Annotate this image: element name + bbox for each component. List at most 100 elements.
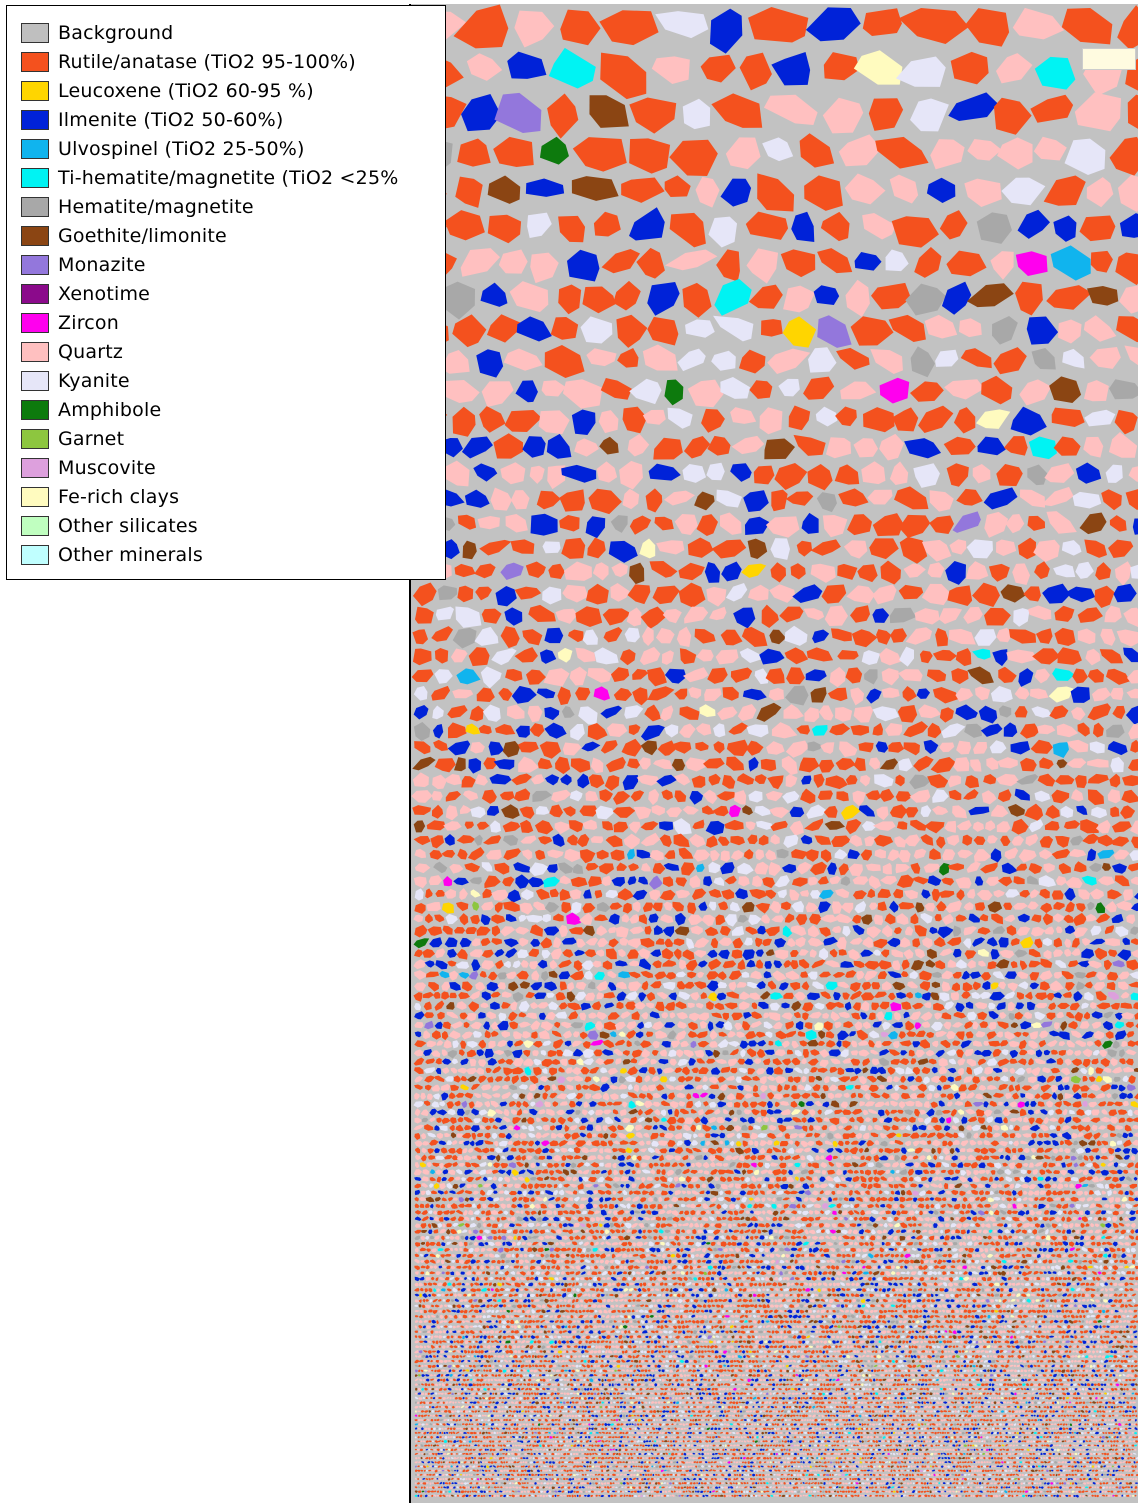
mineral-grain	[986, 1001, 996, 1011]
mineral-grain	[758, 756, 778, 773]
mineral-grain	[1012, 875, 1027, 887]
mineral-grain	[698, 1020, 708, 1030]
mineral-grain	[898, 646, 916, 668]
mineral-grain	[826, 862, 838, 877]
mineral-grain	[742, 936, 754, 948]
mineral-grain	[971, 935, 986, 947]
mineral-grain	[1029, 1030, 1039, 1040]
mineral-grain	[718, 1031, 728, 1038]
mineral-grain	[896, 847, 913, 865]
mineral-grain	[656, 1067, 664, 1075]
mineral-grain	[584, 949, 596, 958]
mineral-grain	[762, 877, 775, 888]
mineral-grain	[426, 819, 446, 831]
mineral-grain	[582, 818, 599, 830]
mineral-grain	[832, 971, 845, 978]
mineral-grain	[737, 1085, 744, 1091]
mineral-grain	[936, 901, 947, 912]
mineral-grain	[428, 937, 443, 949]
mineral-grain	[429, 772, 449, 792]
mineral-grain	[413, 992, 423, 1002]
mineral-grain	[1080, 433, 1107, 463]
mineral-grain	[678, 959, 688, 970]
mineral-grain	[993, 49, 1036, 87]
mineral-grain	[872, 705, 900, 722]
mineral-grain	[793, 1049, 803, 1058]
mineral-grain	[489, 1001, 501, 1011]
mineral-grain	[832, 344, 872, 374]
mineral-grain	[475, 773, 488, 786]
mineral-grain	[447, 722, 467, 740]
mineral-grain	[557, 980, 568, 992]
mineral-grain	[1022, 1032, 1029, 1037]
mineral-grain	[788, 430, 827, 460]
mineral-grain	[1025, 314, 1059, 345]
mineral-grain	[998, 937, 1009, 948]
mineral-grain	[468, 704, 488, 724]
mineral-grain	[707, 957, 723, 970]
mineral-grain	[754, 902, 770, 915]
mineral-grain	[553, 913, 566, 923]
mineral-grain	[432, 646, 452, 665]
mineral-grain	[768, 627, 787, 646]
mineral-grain	[571, 1038, 583, 1047]
mineral-grain	[766, 1075, 776, 1081]
mineral-grain	[656, 1084, 665, 1091]
mineral-grain	[1126, 721, 1138, 740]
mineral-grain	[579, 804, 598, 817]
mineral-grain	[586, 348, 617, 367]
mineral-grain	[945, 247, 988, 279]
mineral-grain	[486, 313, 521, 344]
mineral-grain	[1052, 407, 1085, 427]
mineral-grain	[910, 861, 923, 875]
mineral-grain	[898, 758, 913, 772]
mineral-grain	[921, 888, 931, 899]
mineral-grain	[664, 1083, 675, 1091]
mineral-grain	[873, 914, 884, 927]
mineral-grain	[513, 1039, 524, 1047]
mineral-grain	[1088, 346, 1122, 373]
mineral-grain	[526, 702, 546, 723]
mineral-grain	[738, 1068, 747, 1074]
mineral-grain	[1023, 832, 1040, 847]
mineral-grain	[804, 803, 827, 821]
mineral-grain	[463, 861, 480, 874]
mineral-grain	[912, 1002, 924, 1009]
mineral-grain	[724, 819, 745, 832]
mineral-grain	[609, 1075, 618, 1084]
mineral-grain	[445, 805, 459, 821]
mineral-grain	[1105, 1047, 1118, 1059]
mineral-grain	[983, 604, 1013, 629]
mineral-grain	[1042, 462, 1076, 488]
mineral-grain	[1093, 1030, 1105, 1040]
mineral-grain	[671, 757, 687, 773]
mineral-grain	[1123, 487, 1138, 513]
mineral-grain	[1108, 948, 1118, 958]
mineral-grain	[627, 1084, 633, 1091]
mineral-grain	[1118, 211, 1138, 240]
mineral-grain	[583, 969, 596, 982]
mineral-grain	[704, 834, 720, 851]
mineral-grain	[561, 901, 571, 913]
mineral-grain	[884, 913, 898, 926]
mineral-grain	[1017, 720, 1040, 741]
mineral-grain	[547, 1076, 556, 1081]
mineral-grain	[654, 1029, 669, 1041]
mineral-grain	[548, 1001, 559, 1011]
mineral-grain	[761, 936, 774, 948]
mineral-grain	[818, 757, 836, 774]
mineral-grain	[462, 1021, 470, 1029]
mineral-grain	[596, 901, 611, 913]
mineral-grain	[594, 1020, 604, 1032]
mineral-grain	[1005, 888, 1021, 899]
mineral-grain	[489, 773, 511, 784]
mineral-grain	[712, 722, 727, 738]
mineral-grain	[1016, 863, 1028, 871]
mineral-grain	[797, 947, 809, 957]
mineral-grain	[550, 1029, 563, 1038]
mineral-grain	[1078, 960, 1090, 968]
mineral-grain	[1042, 1067, 1051, 1073]
mineral-grain	[946, 835, 959, 846]
mineral-grain	[414, 949, 423, 958]
mineral-grain	[1074, 1012, 1083, 1023]
